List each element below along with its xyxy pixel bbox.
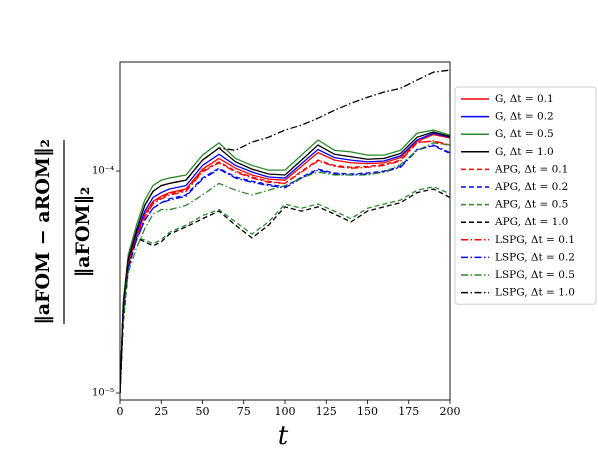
legend-label: G, Δt = 0.5 (495, 128, 554, 140)
legend-label: LSPG, Δt = 0.5 (495, 269, 575, 281)
series-line (120, 142, 450, 394)
legend-label: G, Δt = 1.0 (495, 146, 554, 158)
legend-label: APG, Δt = 1.0 (494, 216, 568, 228)
series-line (120, 140, 450, 394)
legend-label: LSPG, Δt = 0.1 (495, 234, 575, 246)
series-line (120, 133, 450, 394)
y-axis-label: ‖aFOM − aROM‖₂ ‖aFOM‖₂ (32, 139, 94, 325)
x-tick-label: 25 (154, 405, 168, 418)
series-line (120, 186, 450, 394)
legend-label: APG, Δt = 0.5 (494, 199, 568, 211)
legend-label: LSPG, Δt = 1.0 (495, 287, 575, 299)
y-label-numerator: ‖aFOM − aROM‖₂ (32, 139, 54, 325)
y-tick-label: 10⁻⁴ (92, 166, 114, 177)
y-tick-label: 10⁻⁵ (92, 388, 114, 399)
legend-label: G, Δt = 0.1 (495, 93, 554, 105)
series-line (120, 129, 450, 394)
series-line (120, 132, 450, 394)
series-line (120, 140, 450, 394)
y-label-denominator: ‖aFOM‖₂ (72, 187, 94, 278)
series-line (120, 145, 450, 394)
x-tick-label: 175 (398, 405, 419, 418)
legend-label: LSPG, Δt = 0.2 (495, 251, 575, 263)
legend-label: G, Δt = 0.2 (495, 111, 554, 123)
plot-lines (120, 69, 450, 394)
series-line (120, 144, 450, 394)
x-tick-label: 100 (275, 405, 296, 418)
x-tick-label: 75 (237, 405, 251, 418)
series-line (120, 188, 450, 394)
x-tick-label: 50 (196, 405, 210, 418)
legend-label: APG, Δt = 0.1 (494, 163, 568, 175)
x-axis-label: t (278, 421, 289, 449)
legend-box (454, 86, 597, 305)
x-tick-label: 150 (357, 405, 378, 418)
x-tick-label: 200 (440, 405, 461, 418)
legend-label: APG, Δt = 0.2 (494, 181, 568, 193)
x-tick-label: 0 (117, 405, 124, 418)
x-tick-label: 125 (316, 405, 337, 418)
series-line (120, 69, 450, 394)
